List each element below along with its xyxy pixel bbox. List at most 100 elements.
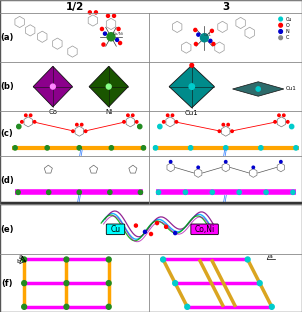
Text: 1/2: 1/2 (66, 2, 84, 12)
Circle shape (123, 121, 125, 123)
Circle shape (156, 190, 161, 194)
Circle shape (132, 114, 134, 117)
Circle shape (80, 124, 83, 126)
Circle shape (156, 222, 159, 225)
Circle shape (173, 281, 178, 286)
Circle shape (108, 190, 112, 194)
Text: Ni: Ni (105, 110, 112, 115)
Circle shape (106, 304, 111, 309)
Circle shape (165, 225, 168, 228)
Circle shape (22, 281, 27, 286)
Circle shape (107, 14, 110, 17)
Circle shape (171, 114, 174, 117)
Circle shape (223, 146, 228, 150)
Circle shape (169, 160, 172, 163)
Circle shape (188, 146, 193, 150)
Circle shape (224, 160, 227, 163)
Circle shape (274, 121, 276, 123)
Circle shape (106, 257, 111, 262)
Text: a: a (19, 254, 23, 259)
Text: Cu1: Cu1 (185, 110, 199, 116)
Text: Cu: Cu (110, 225, 120, 234)
Circle shape (88, 11, 92, 14)
Text: (a): (a) (0, 33, 13, 42)
Circle shape (197, 33, 200, 36)
Text: II: II (77, 195, 82, 204)
Circle shape (109, 146, 114, 150)
Text: II: II (223, 149, 228, 158)
Circle shape (259, 146, 263, 150)
Circle shape (119, 41, 122, 45)
Circle shape (279, 30, 282, 33)
Text: Co,Ni: Co,Ni (194, 225, 215, 234)
Text: 3: 3 (222, 2, 230, 12)
Text: a: a (269, 254, 273, 259)
Text: Co/Ni: Co/Ni (113, 32, 124, 36)
Circle shape (256, 87, 260, 91)
Circle shape (197, 166, 199, 168)
Circle shape (290, 124, 294, 129)
Circle shape (222, 124, 225, 126)
Circle shape (64, 281, 69, 286)
Text: II: II (223, 195, 228, 204)
FancyBboxPatch shape (106, 224, 125, 235)
Circle shape (218, 130, 220, 133)
Circle shape (149, 232, 153, 236)
Circle shape (280, 160, 282, 163)
Circle shape (210, 190, 214, 194)
Circle shape (279, 17, 282, 21)
Circle shape (185, 304, 190, 309)
Circle shape (17, 124, 21, 129)
Text: (f): (f) (1, 279, 12, 288)
Circle shape (106, 84, 111, 89)
Polygon shape (33, 66, 72, 107)
Circle shape (106, 281, 111, 286)
Circle shape (161, 257, 165, 262)
Circle shape (134, 224, 137, 227)
Circle shape (29, 114, 32, 117)
Text: II: II (78, 149, 83, 158)
Circle shape (101, 27, 104, 31)
Circle shape (279, 23, 282, 27)
Circle shape (45, 146, 49, 150)
Circle shape (104, 32, 107, 35)
Circle shape (190, 63, 194, 67)
Circle shape (201, 34, 208, 42)
Text: b: b (17, 259, 21, 264)
Text: (d): (d) (0, 176, 14, 185)
Circle shape (166, 114, 169, 117)
Text: N: N (285, 29, 289, 34)
Circle shape (64, 257, 69, 262)
Circle shape (117, 27, 120, 31)
Text: C: C (285, 35, 289, 40)
Circle shape (107, 33, 115, 41)
Circle shape (95, 11, 98, 14)
Text: O: O (285, 23, 289, 28)
Circle shape (13, 146, 17, 150)
Circle shape (76, 124, 78, 126)
Circle shape (50, 84, 55, 89)
Polygon shape (89, 66, 128, 107)
Text: Cu1: Cu1 (285, 86, 296, 91)
Circle shape (194, 42, 198, 46)
Text: Co: Co (48, 110, 57, 115)
Circle shape (127, 114, 129, 117)
Text: (e): (e) (0, 225, 13, 234)
Circle shape (278, 114, 280, 117)
Circle shape (136, 121, 138, 123)
Circle shape (16, 190, 20, 194)
Circle shape (231, 130, 233, 133)
Circle shape (283, 114, 285, 117)
Circle shape (252, 166, 255, 168)
Circle shape (158, 124, 162, 129)
Circle shape (21, 121, 23, 123)
Polygon shape (233, 82, 284, 96)
Circle shape (33, 121, 36, 123)
Circle shape (162, 121, 165, 123)
Text: Cu: Cu (285, 17, 292, 22)
Circle shape (77, 190, 81, 194)
Circle shape (175, 121, 178, 123)
Circle shape (22, 304, 27, 309)
Circle shape (64, 304, 69, 309)
Text: (c): (c) (0, 129, 13, 138)
